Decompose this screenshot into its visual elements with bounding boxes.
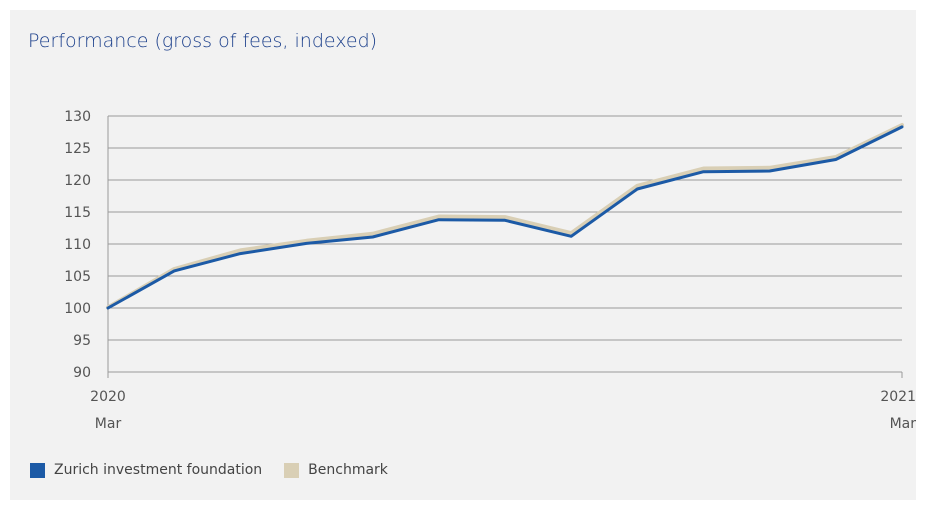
y-tick-label: 90 — [73, 365, 91, 381]
legend-swatch-fund — [30, 462, 45, 478]
y-tick-label: 100 — [64, 301, 91, 317]
legend-item-benchmark: Benchmark — [284, 462, 388, 478]
chart-legend: Zurich investment foundation Benchmark — [30, 462, 410, 478]
chart-title: Performance (gross of fees, indexed) — [28, 30, 378, 52]
series-line-fund — [106, 125, 904, 310]
legend-item-fund: Zurich investment foundation — [30, 462, 262, 478]
y-tick-label: 130 — [64, 109, 91, 125]
y-tick-label: 125 — [64, 141, 91, 157]
x-tick-label-year: 2020 — [90, 389, 126, 405]
legend-swatch-benchmark — [284, 462, 300, 478]
y-tick-label: 95 — [73, 333, 91, 349]
y-tick-label: 120 — [64, 173, 91, 189]
x-tick-label-year: 2021 — [880, 389, 916, 405]
legend-label-benchmark: Benchmark — [308, 462, 388, 478]
series-line-benchmark — [106, 123, 904, 310]
legend-label-fund: Zurich investment foundation — [54, 462, 263, 478]
x-tick-label-month: Mar — [890, 416, 917, 432]
x-tick-label-month: Mar — [95, 416, 122, 432]
chart-panel — [10, 10, 916, 500]
y-tick-label: 105 — [64, 269, 91, 285]
y-tick-label: 110 — [64, 237, 91, 253]
y-tick-label: 115 — [64, 205, 91, 221]
